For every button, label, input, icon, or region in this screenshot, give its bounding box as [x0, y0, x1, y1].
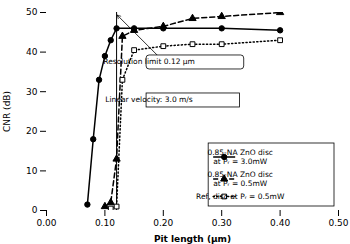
svg-text:0: 0: [32, 205, 38, 215]
svg-text:Resolution limit 0.12 μm: Resolution limit 0.12 μm: [103, 57, 195, 66]
svg-text:0.30: 0.30: [212, 218, 232, 228]
svg-text:0.50: 0.50: [328, 218, 348, 228]
svg-text:Ref, disc at Pᵣ = 0.5mW: Ref, disc at Pᵣ = 0.5mW: [196, 192, 285, 201]
svg-text:0.20: 0.20: [153, 218, 173, 228]
svg-text:30: 30: [26, 87, 38, 97]
svg-text:40: 40: [26, 47, 38, 57]
svg-text:0.10: 0.10: [95, 218, 115, 228]
svg-text:Linear velocity: 3.0 m/s: Linear velocity: 3.0 m/s: [105, 95, 193, 104]
svg-text:0.40: 0.40: [270, 218, 290, 228]
svg-text:CNR (dB): CNR (dB): [2, 91, 12, 132]
svg-text:50: 50: [26, 7, 38, 17]
svg-text:0.85-NA ZnO discat Pᵣ = 3.0mW: 0.85-NA ZnO discat Pᵣ = 3.0mW: [207, 148, 273, 166]
svg-text:10: 10: [26, 166, 38, 176]
svg-text:Pit length (μm): Pit length (μm): [154, 234, 231, 244]
svg-text:0.00: 0.00: [36, 218, 56, 228]
svg-text:0.85-NA ZnO discat Pᵣ = 0.5mW: 0.85-NA ZnO discat Pᵣ = 0.5mW: [207, 170, 273, 188]
svg-text:20: 20: [26, 126, 38, 136]
